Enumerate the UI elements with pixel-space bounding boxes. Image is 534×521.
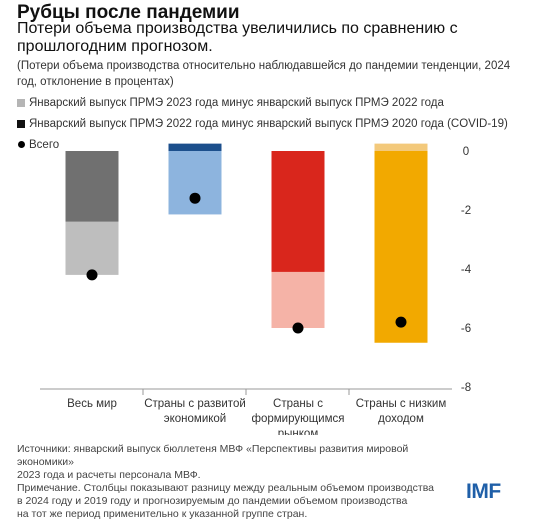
bar-dark-4 xyxy=(374,143,428,151)
legend-label-total: Всего xyxy=(29,138,60,151)
legend: Январский выпуск ПРМЭ 2023 года минус ян… xyxy=(17,92,508,155)
footer-line-2: 2023 года и расчеты персонала МВФ. xyxy=(17,469,201,481)
footer-line-1: Источники: январский выпуск бюллетеня МВ… xyxy=(17,443,409,468)
footer-line-5: на тот же период применительно к указанн… xyxy=(17,508,308,520)
chart-subtitle: Потери объема производства увеличились п… xyxy=(17,20,458,55)
bar-light-3 xyxy=(271,271,325,328)
bar-light-1 xyxy=(65,221,119,275)
legend-item-total: Всего xyxy=(17,134,508,155)
category-label-2-line-2: экономикой xyxy=(164,413,226,425)
y-tick-label-1: 0 xyxy=(463,146,469,158)
y-tick-label-3: -4 xyxy=(461,264,472,276)
bar-dark-3 xyxy=(271,151,325,272)
legend-swatch-light xyxy=(17,98,25,107)
imf-logo: IMF xyxy=(466,480,501,503)
category-label-4-line-2: доходом xyxy=(378,413,424,425)
legend-item-2023: Январский выпуск ПРМЭ 2023 года минус ян… xyxy=(17,92,508,113)
footer-line-3: Примечание. Столбцы показывают разницу м… xyxy=(17,482,434,494)
y-tick-label-2: -2 xyxy=(461,205,471,217)
y-tick-label-4: -6 xyxy=(461,323,471,335)
total-dot-3 xyxy=(292,322,304,334)
total-dot-1 xyxy=(86,269,98,281)
chart-title: Рубцы после пандемии xyxy=(17,2,240,23)
y-tick-label-5: -8 xyxy=(461,382,471,394)
category-label-3-line-1: Страны с xyxy=(273,398,323,410)
bar-light-4 xyxy=(374,151,428,343)
chart-area: 0 -2 -4 -6 -8 Весь мир Страны с развитой эконом… xyxy=(40,143,472,435)
legend-item-2022: Январский выпуск ПРМЭ 2022 года минус ян… xyxy=(17,113,508,134)
footer-line-4: в 2024 году и 2019 году и прогнозируемым… xyxy=(17,495,408,507)
legend-swatch-dark xyxy=(17,119,25,128)
category-label-3-line-3: рынком xyxy=(278,428,319,435)
legend-swatch-dot xyxy=(18,141,25,148)
total-dot-4 xyxy=(395,316,407,328)
bar-light-2 xyxy=(168,151,222,215)
legend-label-2022: Январский выпуск ПРМЭ 2022 года минус ян… xyxy=(29,117,508,130)
bar-dark-1 xyxy=(65,151,119,222)
category-label-4-line-1: Страны с низким xyxy=(356,398,447,410)
chart-footer: Источники: январский выпуск бюллетеня МВ… xyxy=(17,443,457,521)
chart-note: (Потери объема производства относительно… xyxy=(17,60,511,88)
legend-label-2023: Январский выпуск ПРМЭ 2023 года минус ян… xyxy=(29,96,444,109)
bar-dark-2 xyxy=(168,143,222,151)
category-label-2-line-1: Страны с развитой xyxy=(144,398,246,410)
category-label-1-line-1: Весь мир xyxy=(67,398,117,410)
category-label-3-line-2: формирующимся xyxy=(252,413,345,425)
total-dot-2 xyxy=(189,192,201,204)
